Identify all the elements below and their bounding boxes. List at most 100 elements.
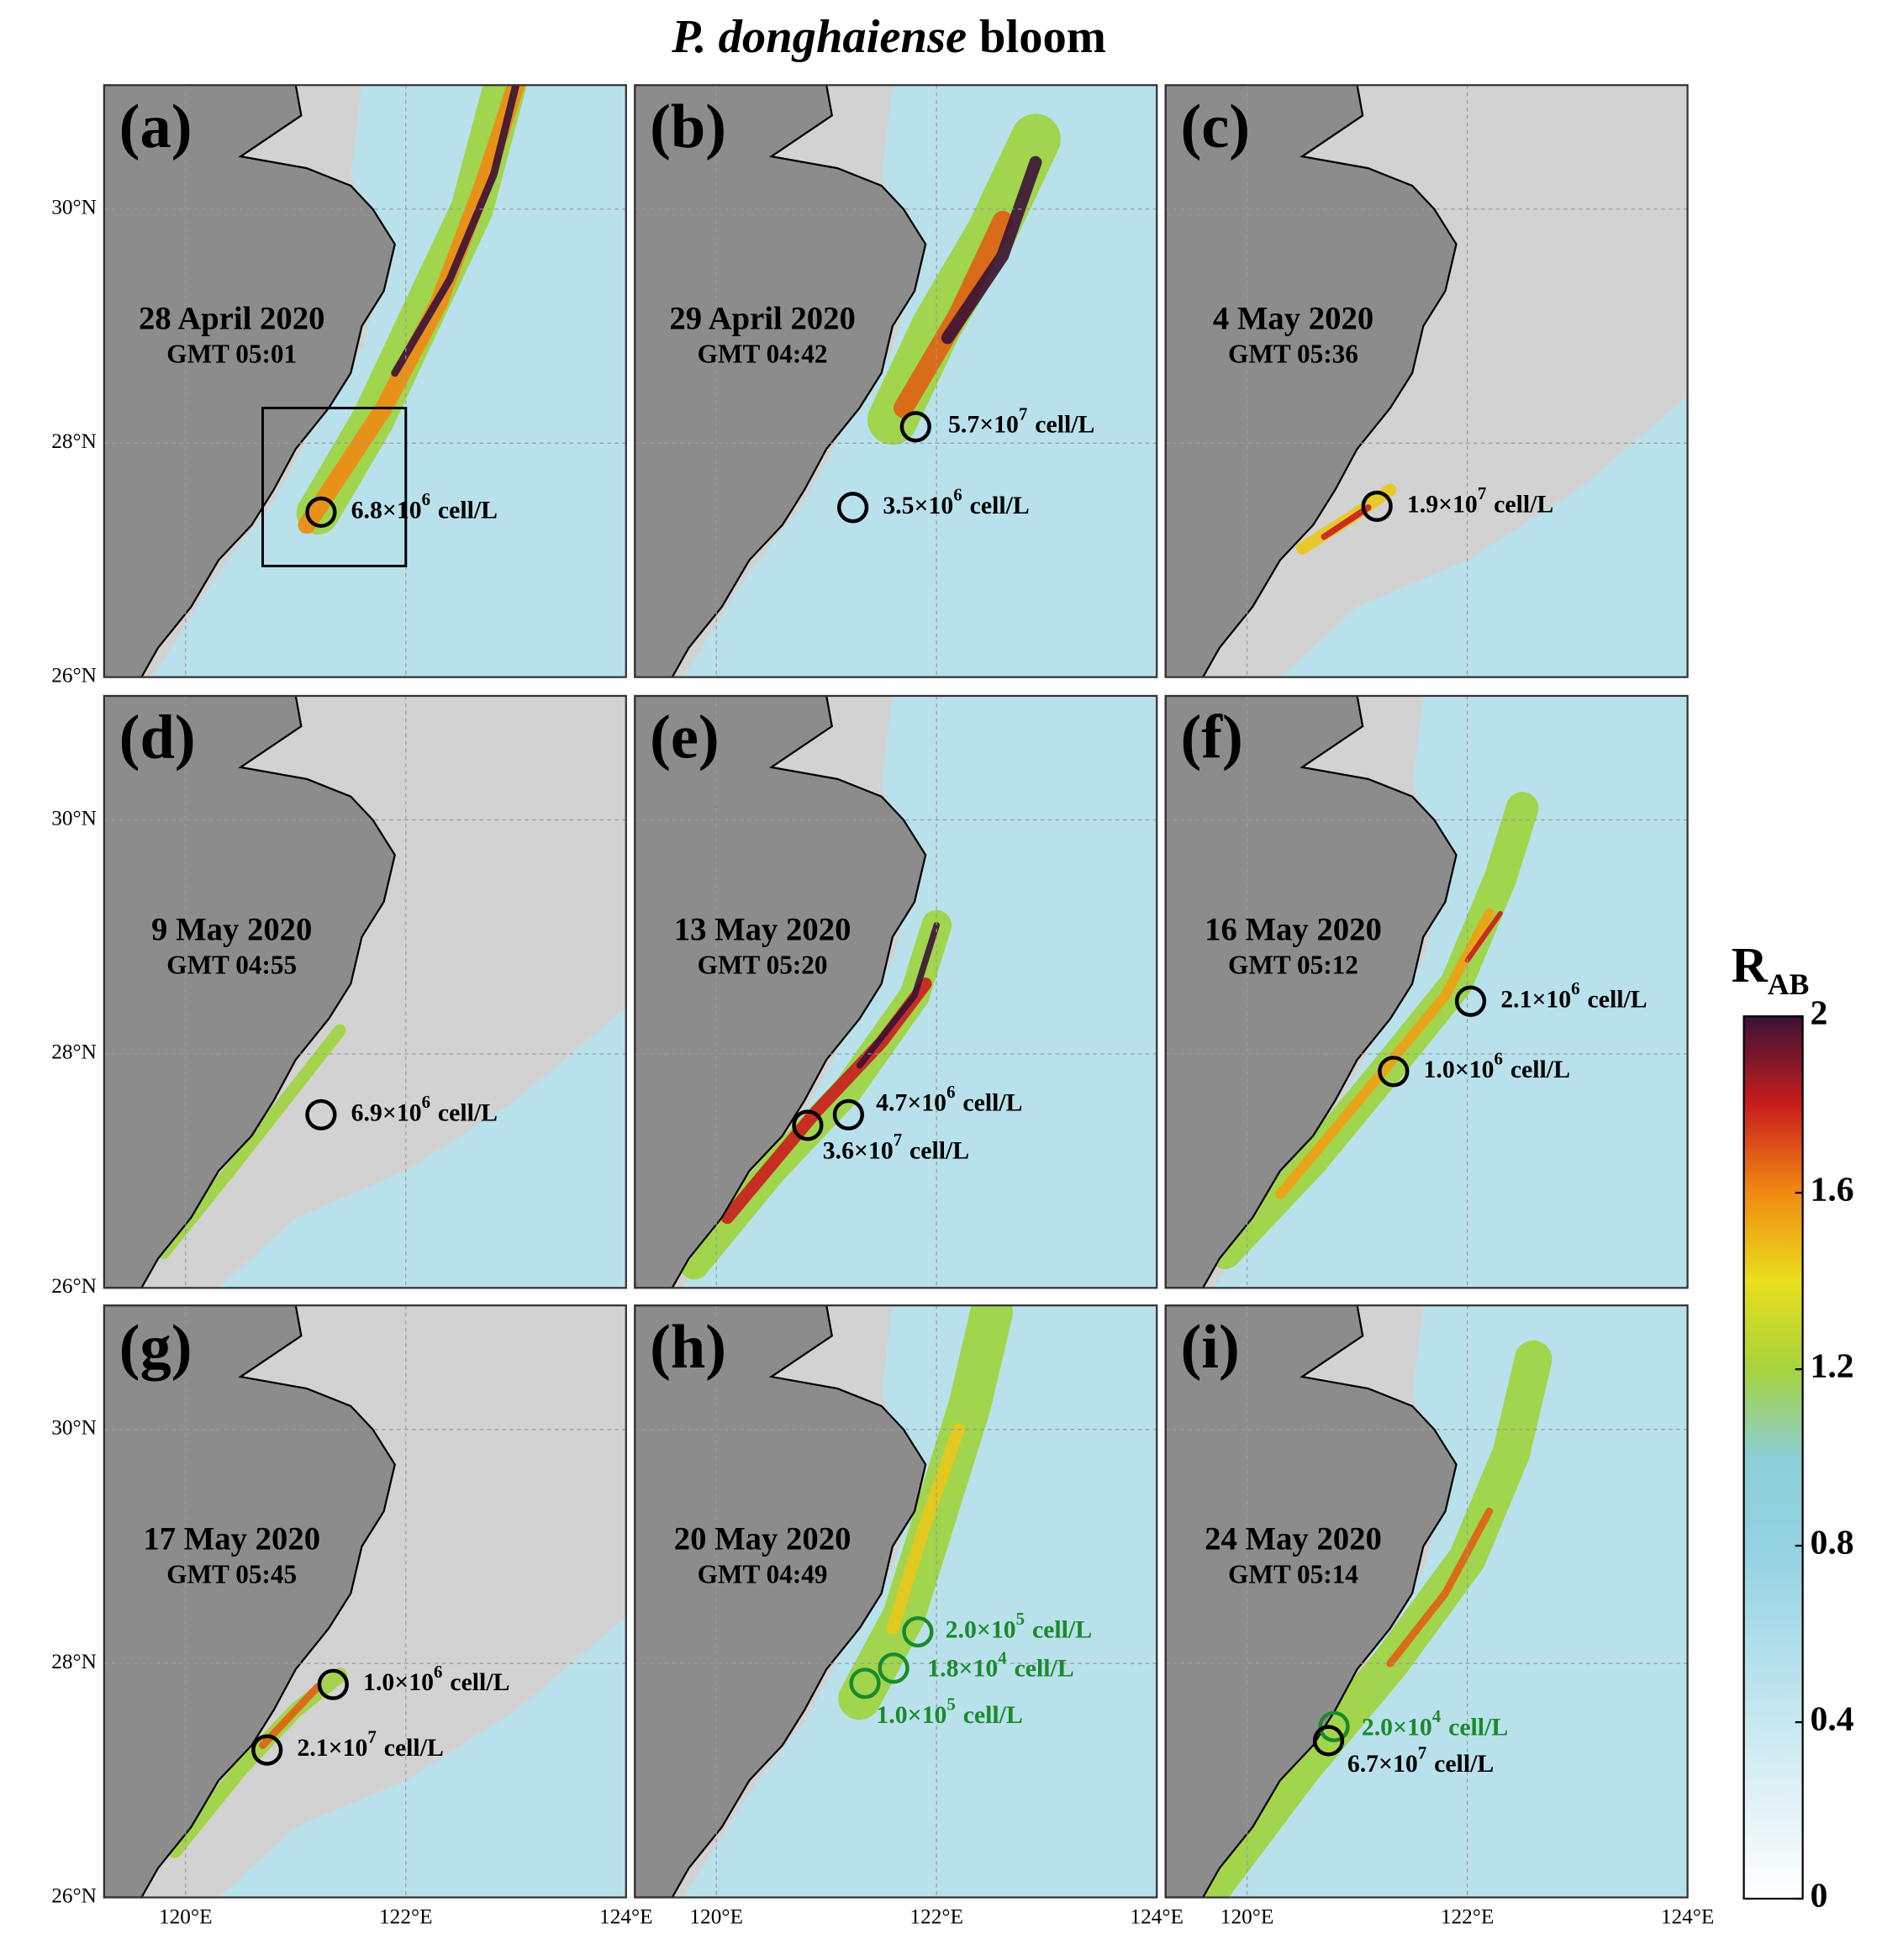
panel-label: (e) [650, 703, 720, 772]
colorbar-tick-label: 0 [1811, 1877, 1828, 1915]
colorbar-title-sub: AB [1768, 967, 1810, 1001]
sample-station [305, 1099, 337, 1130]
cell-density-unit: cell/L [438, 496, 498, 524]
lon-tick-label: 124°E [1130, 1905, 1184, 1929]
sample-station [878, 1652, 909, 1684]
cell-density-exponent: 7 [894, 1130, 902, 1150]
panel-date: 9 May 2020 [151, 912, 312, 947]
panel-label: (a) [119, 92, 192, 161]
land [103, 1305, 396, 1898]
land [103, 695, 396, 1288]
sample-station [899, 411, 931, 443]
cell-density: 6.9×106 cell/L [351, 1092, 498, 1126]
sample-station [251, 1734, 283, 1766]
sample-station [1361, 490, 1393, 523]
cell-density-unit: cell/L [384, 1734, 444, 1762]
cell-density-exponent: 5 [946, 1694, 955, 1714]
cell-density-exponent: 7 [1418, 1742, 1426, 1762]
sample-station [1312, 1725, 1345, 1757]
lat-tick-label: 26°N [51, 1884, 97, 1907]
map-panel [1165, 695, 1688, 1288]
study-region-box [261, 406, 408, 567]
bloom-patch [1464, 910, 1503, 963]
lat-tick-label: 28°N [51, 1650, 97, 1673]
cell-density-unit: cell/L [1494, 490, 1553, 518]
cell-density: 2.1×106 cell/L [1500, 978, 1647, 1013]
cell-density-unit: cell/L [963, 1701, 1023, 1729]
panel-time: GMT 04:42 [698, 340, 828, 369]
lat-tick-label: 26°N [51, 1274, 97, 1298]
cell-density-unit: cell/L [1032, 1615, 1092, 1643]
lon-tick-label: 122°E [909, 1905, 963, 1929]
cell-density-exponent: 6 [1571, 978, 1579, 998]
cell-density-exponent: 6 [1494, 1048, 1502, 1068]
cell-density-base: 1.8×10 [927, 1655, 998, 1683]
cell-density-unit: cell/L [1510, 1056, 1570, 1083]
bloom-patch [157, 1024, 346, 1260]
map-panel [103, 695, 626, 1288]
cell-density-base: 1.0×10 [876, 1701, 946, 1729]
colorbar [1742, 1015, 1804, 1900]
cell-density-unit: cell/L [962, 1088, 1022, 1116]
cell-density-exponent: 6 [422, 1092, 430, 1112]
cell-density: 2.1×107 cell/L [297, 1727, 443, 1762]
panel-time: GMT 05:12 [1228, 950, 1358, 979]
cell-density-exponent: 4 [1432, 1706, 1442, 1726]
cell-density-exponent: 7 [1478, 483, 1486, 503]
cell-density-exponent: 7 [1019, 403, 1027, 424]
cell-density: 1.8×104 cell/L [927, 1647, 1073, 1682]
panel-date: 20 May 2020 [674, 1522, 851, 1557]
sample-station [317, 1668, 349, 1700]
land [1165, 695, 1458, 1288]
cell-density-unit: cell/L [1434, 1750, 1494, 1778]
colorbar-title-main: R [1732, 937, 1769, 993]
map-panel [1165, 1305, 1688, 1898]
cell-density: 3.6×107 cell/L [823, 1130, 969, 1164]
panel-frame [1164, 84, 1689, 678]
panel-frame [103, 84, 627, 678]
lon-tick-label: 124°E [1661, 1905, 1715, 1929]
cell-density-base: 2.0×10 [1362, 1713, 1432, 1741]
lon-tick-label: 120°E [689, 1905, 743, 1929]
sample-station [1454, 985, 1487, 1017]
land [103, 85, 396, 677]
bloom-patch [1321, 504, 1372, 540]
cell-density-base: 1.0×10 [363, 1668, 434, 1696]
lon-tick-label: 122°E [379, 1905, 433, 1929]
panel-time: GMT 04:49 [698, 1559, 828, 1589]
lat-tick-label: 30°N [51, 1416, 97, 1440]
cell-density-unit: cell/L [909, 1136, 969, 1164]
cell-density-base: 2.1×10 [1500, 985, 1571, 1013]
panel-date: 4 May 2020 [1213, 302, 1373, 337]
map-panel [103, 85, 626, 677]
cell-density-unit: cell/L [438, 1099, 498, 1126]
bloom-patch [941, 155, 1042, 345]
panel-time: GMT 05:01 [166, 340, 297, 369]
cell-density-exponent: 7 [367, 1727, 376, 1747]
cell-density: 3.5×106 cell/L [883, 484, 1029, 519]
cell-density-exponent: 6 [953, 484, 962, 504]
cell-density-unit: cell/L [450, 1668, 509, 1696]
cell-density-base: 3.5×10 [883, 492, 953, 519]
panel-date: 17 May 2020 [143, 1522, 320, 1557]
bloom-patch [1386, 1507, 1494, 1668]
colorbar-tick-label: 1.6 [1811, 1171, 1854, 1209]
panel-frame [634, 1304, 1158, 1899]
cell-density-unit: cell/L [1588, 985, 1648, 1013]
sample-station [902, 1615, 934, 1648]
cell-density: 1.0×106 cell/L [1424, 1048, 1570, 1083]
panel-time: GMT 05:45 [166, 1559, 297, 1589]
lat-tick-label: 30°N [51, 196, 97, 219]
sample-station [832, 1099, 864, 1130]
land [635, 695, 927, 1288]
cell-density-exponent: 4 [998, 1647, 1007, 1668]
panel-date: 28 April 2020 [139, 302, 324, 337]
cell-density: 1.9×107 cell/L [1407, 483, 1553, 518]
colorbar-title: RAB [1732, 937, 1810, 1001]
cell-density: 5.7×107 cell/L [948, 403, 1094, 438]
lat-tick-label: 30°N [51, 806, 97, 830]
ocean-water [219, 1007, 626, 1288]
cell-density: 1.0×105 cell/L [876, 1694, 1022, 1728]
